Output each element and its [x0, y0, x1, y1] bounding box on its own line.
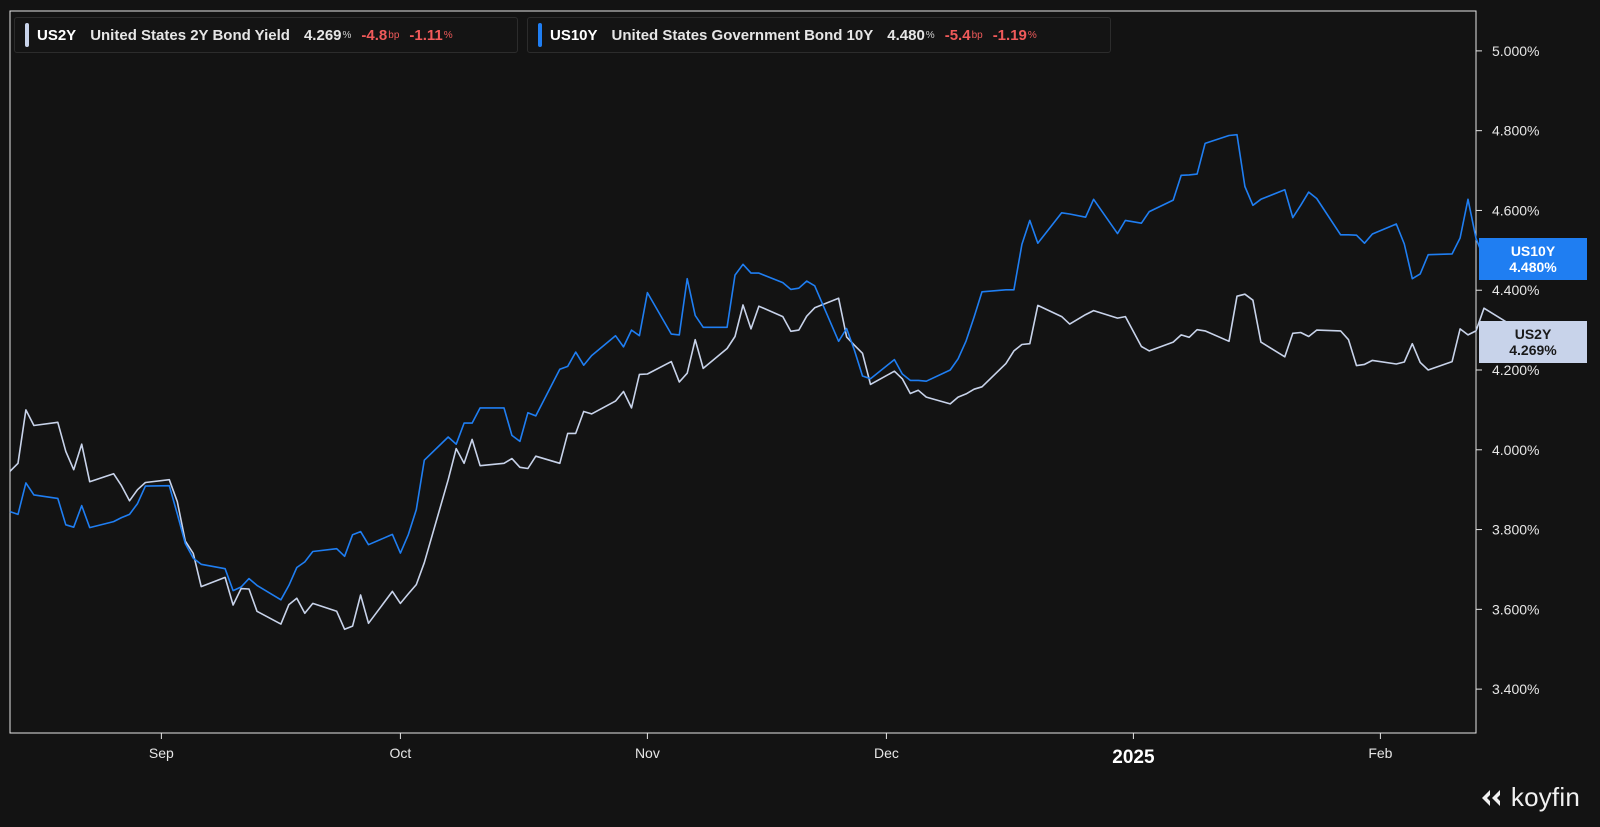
legend-pct-unit: % [443, 29, 453, 41]
legend-change-bp: -5.4 [944, 26, 971, 44]
y-tick-label: 4.600% [1492, 202, 1539, 218]
legend-swatch-us10y [538, 23, 542, 47]
legend-item-us10y[interactable]: US10Y United States Government Bond 10Y … [527, 17, 1111, 53]
y-tick-label: 4.000% [1492, 442, 1539, 458]
x-tick-label: Nov [635, 745, 660, 761]
legend-value-unit: % [342, 29, 352, 41]
legend-series-name: United States 2Y Bond Yield [90, 26, 290, 44]
x-tick-label: Oct [390, 745, 412, 761]
legend-change-bp: -4.8 [361, 26, 388, 44]
price-tag-value: 4.480% [1509, 259, 1557, 275]
series-line-us2y[interactable] [9, 293, 1517, 631]
price-tag-us10y: US10Y 4.480% [1479, 238, 1587, 280]
price-tag-us2y: US2Y 4.269% [1479, 321, 1587, 363]
y-tick-label: 3.800% [1492, 522, 1539, 538]
x-tick-label: Sep [149, 745, 174, 761]
legend-ticker: US2Y [37, 26, 77, 44]
legend-bp-unit: bp [388, 29, 400, 41]
legend-series-name: United States Government Bond 10Y [611, 26, 874, 44]
brand-name: koyfin [1510, 782, 1580, 812]
koyfin-logo-icon [1481, 789, 1500, 806]
x-tick-label: 2025 [1112, 747, 1155, 768]
plot-border [9, 10, 1477, 734]
legend-bp-unit: bp [971, 29, 983, 41]
price-tag-ticker: US2Y [1514, 326, 1552, 342]
y-tick-label: 4.800% [1492, 123, 1539, 139]
y-tick-label: 3.400% [1492, 681, 1539, 697]
legend-value: 4.480 [887, 26, 925, 44]
price-tag-value: 4.269% [1509, 342, 1557, 358]
legend-swatch-us2y [25, 23, 29, 47]
x-tick-label: Dec [874, 745, 899, 761]
legend-change-pct: -1.19 [992, 26, 1027, 44]
legend-pct-unit: % [1027, 29, 1037, 41]
legend-ticker: US10Y [550, 26, 598, 44]
y-tick-label: 4.200% [1492, 362, 1539, 378]
legend-item-us2y[interactable]: US2Y United States 2Y Bond Yield 4.269% … [14, 17, 518, 53]
y-tick-label: 4.400% [1492, 282, 1539, 298]
legend-change-pct: -1.11 [409, 26, 443, 44]
y-tick-label: 5.000% [1492, 43, 1539, 59]
koyfin-logo: koyfin [1479, 782, 1580, 813]
legend-value-unit: % [925, 29, 935, 41]
price-tag-ticker: US10Y [1510, 243, 1556, 259]
x-tick-label: Feb [1368, 745, 1392, 761]
y-tick-label: 3.600% [1492, 601, 1539, 617]
series-line-us10y[interactable] [9, 133, 1485, 601]
legend-value: 4.269 [303, 26, 342, 44]
